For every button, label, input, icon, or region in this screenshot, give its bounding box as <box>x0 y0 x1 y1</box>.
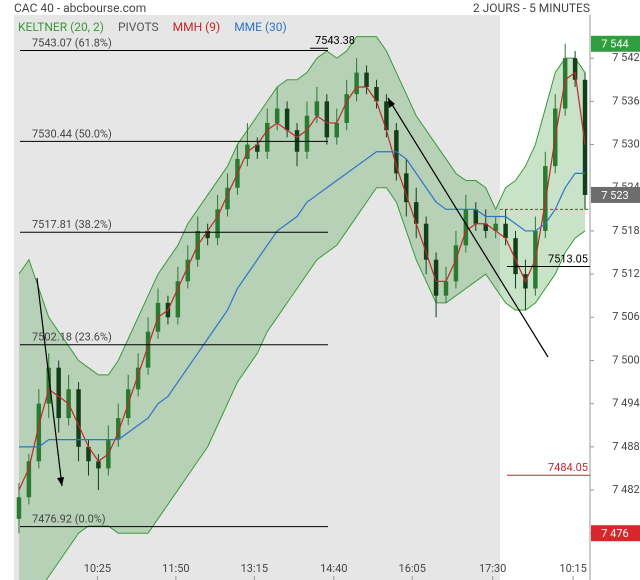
legend-entry: MMH (9) <box>173 20 221 34</box>
keltner-upper <box>18 36 586 376</box>
pivot-label: 7513.05 <box>548 252 588 265</box>
candle-body <box>314 101 320 116</box>
candle-body <box>404 173 409 203</box>
price-marker <box>591 35 640 52</box>
pivot-label: 7543.38 <box>315 34 355 47</box>
y-tick-label: 7 530 <box>612 137 639 150</box>
candle-body <box>36 403 42 462</box>
price-marker-label: 7 544 <box>601 38 628 51</box>
candle-body <box>582 79 588 195</box>
candle-body <box>274 108 280 123</box>
candle-body <box>304 115 310 152</box>
candle-body <box>255 144 260 152</box>
candle-body <box>76 389 81 447</box>
chart-title: CAC 40 - abcbourse.com <box>14 1 146 15</box>
candle-body <box>513 238 518 275</box>
legend-entry: KELTNER (20, 2) <box>18 20 104 34</box>
candle-body <box>374 86 379 102</box>
candle-body <box>473 209 479 224</box>
y-tick-label: 7 488 <box>612 440 639 453</box>
session-background <box>14 15 500 580</box>
price-marker-label: 7 523 <box>601 189 628 202</box>
candle-body <box>503 223 508 239</box>
x-tick-label: 10:25 <box>84 562 111 575</box>
legend-entry: MME (30) <box>234 20 287 34</box>
retracement-label: 7543.07 (61.8%) <box>32 36 112 49</box>
candle-body <box>116 418 121 440</box>
retracement-label: 7530.44 (50.0%) <box>32 127 112 140</box>
candle-body <box>205 230 210 239</box>
candle-body <box>572 58 578 80</box>
candle-body <box>16 497 22 519</box>
legend-entry: PIVOTS <box>118 20 159 34</box>
candle-body <box>463 209 469 246</box>
moving-average <box>18 71 586 491</box>
x-tick-label: 17:30 <box>479 562 506 575</box>
candle-body <box>324 101 330 138</box>
x-tick-label: 13:15 <box>241 562 268 575</box>
y-tick-label: 7 500 <box>612 353 639 366</box>
x-tick-label: 11:50 <box>162 562 189 575</box>
candle-body <box>215 209 220 239</box>
candle-body <box>354 72 359 95</box>
candle-body <box>453 245 459 282</box>
candle-body <box>423 223 429 260</box>
pivot-label: 7484.05 <box>548 461 588 474</box>
period-label: 2 JOURS - 5 MINUTES <box>473 1 590 15</box>
candle-body <box>334 122 339 138</box>
candle-body <box>562 58 568 109</box>
candle-body <box>86 446 91 462</box>
candle-body <box>284 108 290 131</box>
y-tick-label: 7 536 <box>612 94 639 107</box>
candle-body <box>443 281 449 296</box>
y-tick-label: 7 482 <box>612 483 639 496</box>
arrow-head <box>57 477 64 486</box>
candle-body <box>26 461 32 498</box>
candle-body <box>56 367 61 419</box>
candle-body <box>433 259 439 296</box>
candle-body <box>364 72 369 87</box>
price-marker <box>591 186 640 203</box>
candle-body <box>413 202 419 224</box>
moving-average <box>18 151 586 448</box>
retracement-label: 7517.81 (38.2%) <box>32 218 112 231</box>
trend-arrow <box>36 277 63 487</box>
y-tick-label: 7 542 <box>612 51 639 64</box>
trend-arrow <box>387 97 549 358</box>
y-tick-label: 7 494 <box>612 397 639 410</box>
x-tick-label: 10:15 <box>559 562 586 575</box>
arrow-head <box>388 98 395 108</box>
retracement-label: 7476.92 (0.0%) <box>32 513 106 526</box>
keltner-lower <box>45 187 586 580</box>
y-tick-label: 7 512 <box>612 267 639 280</box>
y-tick-label: 7 518 <box>612 224 639 237</box>
candle-body <box>175 281 181 318</box>
candle-body <box>344 94 349 123</box>
candle-body <box>135 367 141 390</box>
candle-body <box>265 122 270 152</box>
candle-body <box>384 101 389 131</box>
candle-body <box>493 223 498 231</box>
retracement-label: 7502.18 (23.6%) <box>32 331 112 344</box>
y-tick-label: 7 506 <box>612 310 639 323</box>
price-marker-label: 7 476 <box>601 527 628 540</box>
candle-body <box>185 259 191 282</box>
candle-body <box>483 223 488 231</box>
candle-body <box>96 461 101 469</box>
candle-body <box>145 331 151 368</box>
x-tick-label: 14:40 <box>320 562 347 575</box>
candle-body <box>46 367 51 404</box>
x-tick-label: 16:05 <box>399 562 426 575</box>
candle-body <box>225 187 230 210</box>
price-marker <box>591 525 640 542</box>
keltner-band <box>18 36 586 580</box>
